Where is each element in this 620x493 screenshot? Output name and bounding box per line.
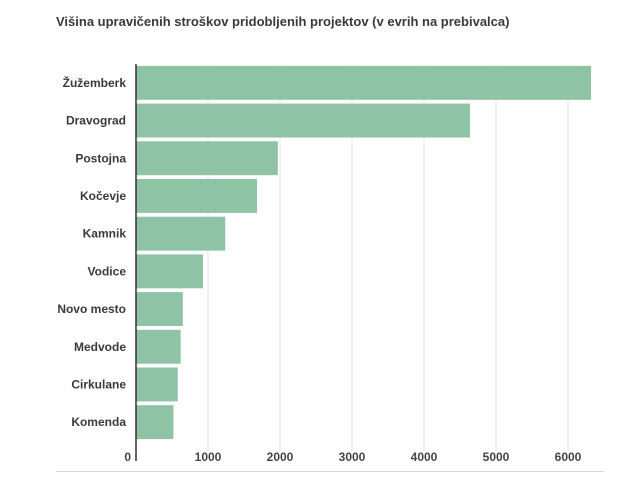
category-label: Komenda [71, 415, 126, 429]
x-tick-label: 5000 [483, 450, 510, 464]
x-tick-label: 1000 [195, 450, 222, 464]
bar [136, 141, 278, 176]
gridlines [207, 64, 569, 451]
category-label: Postojna [75, 151, 126, 165]
x-tick-label: 6000 [555, 450, 582, 464]
category-label: Medvode [74, 340, 126, 354]
chart-title: Višina upravičenih stroškov pridobljenih… [56, 14, 510, 29]
x-tick-label: 2000 [267, 450, 294, 464]
category-label: Vodice [88, 264, 127, 278]
x-tick-label: 3000 [339, 450, 366, 464]
bar [136, 216, 226, 251]
category-label: Žužemberk [63, 75, 127, 90]
bar [136, 405, 174, 440]
bar [136, 329, 181, 364]
category-label: Cirkulane [71, 377, 126, 391]
bottom-divider [56, 471, 604, 472]
category-labels: Žužemberk Dravograd Postojna Kočevje Kamnik V… [57, 75, 126, 429]
x-tick-labels: 0 1000 2000 3000 4000 5000 6000 [124, 450, 581, 464]
bar [136, 367, 178, 402]
bar [136, 65, 592, 100]
category-label: Kamnik [83, 227, 127, 241]
category-label: Novo mesto [57, 302, 126, 316]
category-label: Kočevje [80, 189, 126, 203]
x-tick-label: 0 [124, 450, 131, 464]
bar [136, 292, 183, 327]
bars [136, 65, 592, 440]
bar [136, 103, 471, 138]
bar [136, 178, 257, 213]
bar [136, 254, 203, 289]
x-tick-label: 4000 [411, 450, 438, 464]
category-label: Dravograd [66, 114, 126, 128]
